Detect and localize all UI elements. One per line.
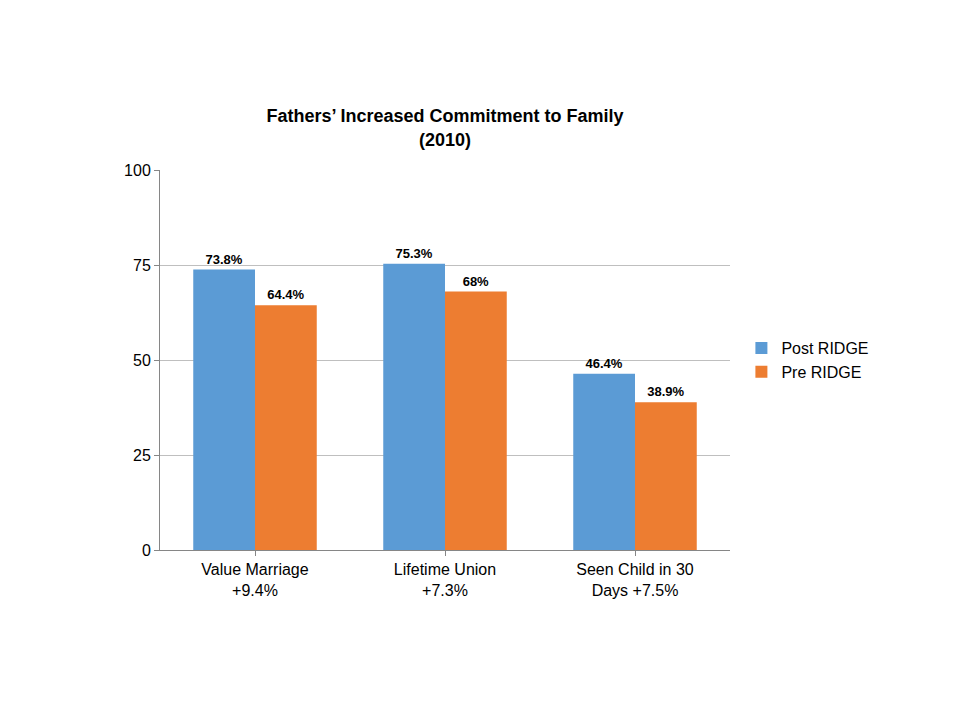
svg-text:38.9%: 38.9% <box>647 384 684 399</box>
svg-text:Fathers’ Increased Commitment: Fathers’ Increased Commitment to Family(… <box>266 106 623 149</box>
svg-text:Lifetime Union+7.3%: Lifetime Union+7.3% <box>394 561 496 599</box>
svg-text:68%: 68% <box>463 274 489 289</box>
svg-text:Value Marriage+9.4%: Value Marriage+9.4% <box>201 561 308 599</box>
svg-text:100: 100 <box>124 162 151 179</box>
svg-text:Post RIDGE: Post RIDGE <box>781 340 868 357</box>
svg-text:46.4%: 46.4% <box>585 356 622 371</box>
svg-text:75: 75 <box>133 257 151 274</box>
svg-text:0: 0 <box>142 542 151 559</box>
svg-text:Pre RIDGE: Pre RIDGE <box>781 364 861 381</box>
svg-text:Seen Child in 30Days +7.5%: Seen Child in 30Days +7.5% <box>576 561 694 599</box>
svg-text:50: 50 <box>133 352 151 369</box>
svg-text:25: 25 <box>133 447 151 464</box>
svg-text:64.4%: 64.4% <box>267 287 304 302</box>
svg-text:75.3%: 75.3% <box>395 246 432 261</box>
svg-text:73.8%: 73.8% <box>205 252 242 267</box>
